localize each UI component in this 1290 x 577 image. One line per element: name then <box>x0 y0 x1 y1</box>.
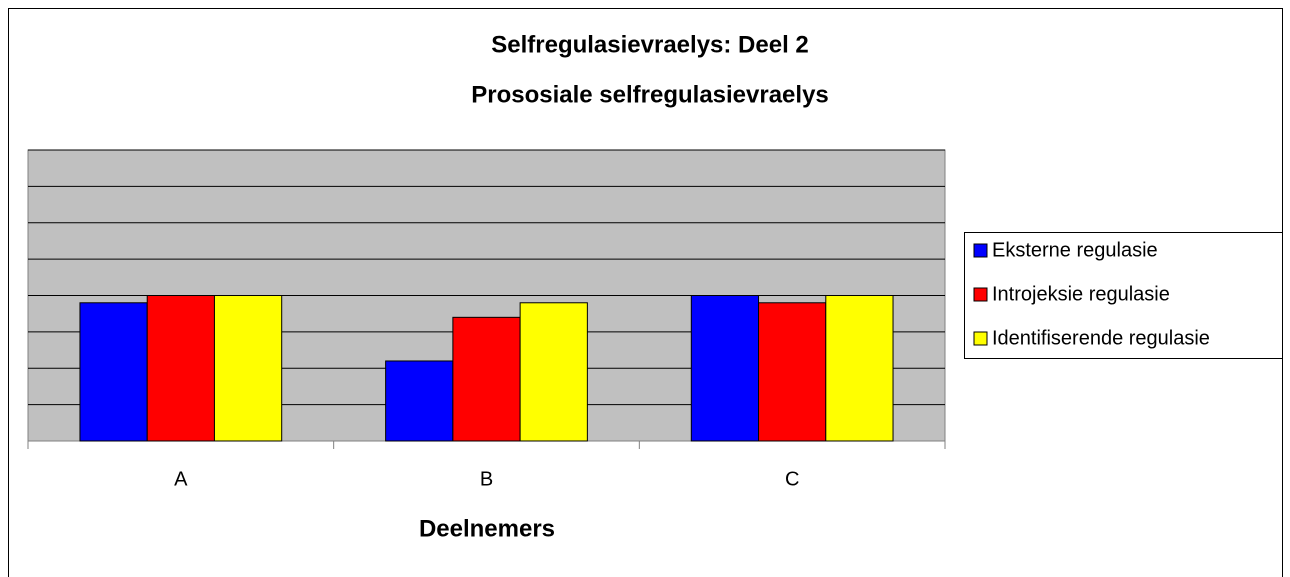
legend-label: Eksterne regulasie <box>992 239 1158 261</box>
legend-label: Identifiserende regulasie <box>992 327 1210 349</box>
bar <box>825 295 894 442</box>
x-tick-label: C <box>785 468 799 490</box>
x-tick-label: B <box>480 468 493 490</box>
bar <box>79 302 148 442</box>
x-axis-title: Deelnemers <box>419 515 555 542</box>
legend-swatch <box>973 331 988 346</box>
legend-label: Introjeksie regulasie <box>992 283 1170 305</box>
chart-title: Selfregulasievraelys: Deel 2 <box>491 31 809 58</box>
legend-swatch <box>973 243 988 258</box>
bar <box>146 295 215 442</box>
legend-swatch <box>973 287 988 302</box>
bar <box>213 295 283 442</box>
bar <box>385 360 454 442</box>
x-tick-label: A <box>174 468 188 490</box>
bar <box>690 295 760 442</box>
bar <box>758 302 827 442</box>
bar <box>519 302 588 442</box>
chart-subtitle: Prososiale selfregulasievraelys <box>471 81 829 108</box>
bar <box>452 316 521 442</box>
legend-box <box>964 232 1283 359</box>
